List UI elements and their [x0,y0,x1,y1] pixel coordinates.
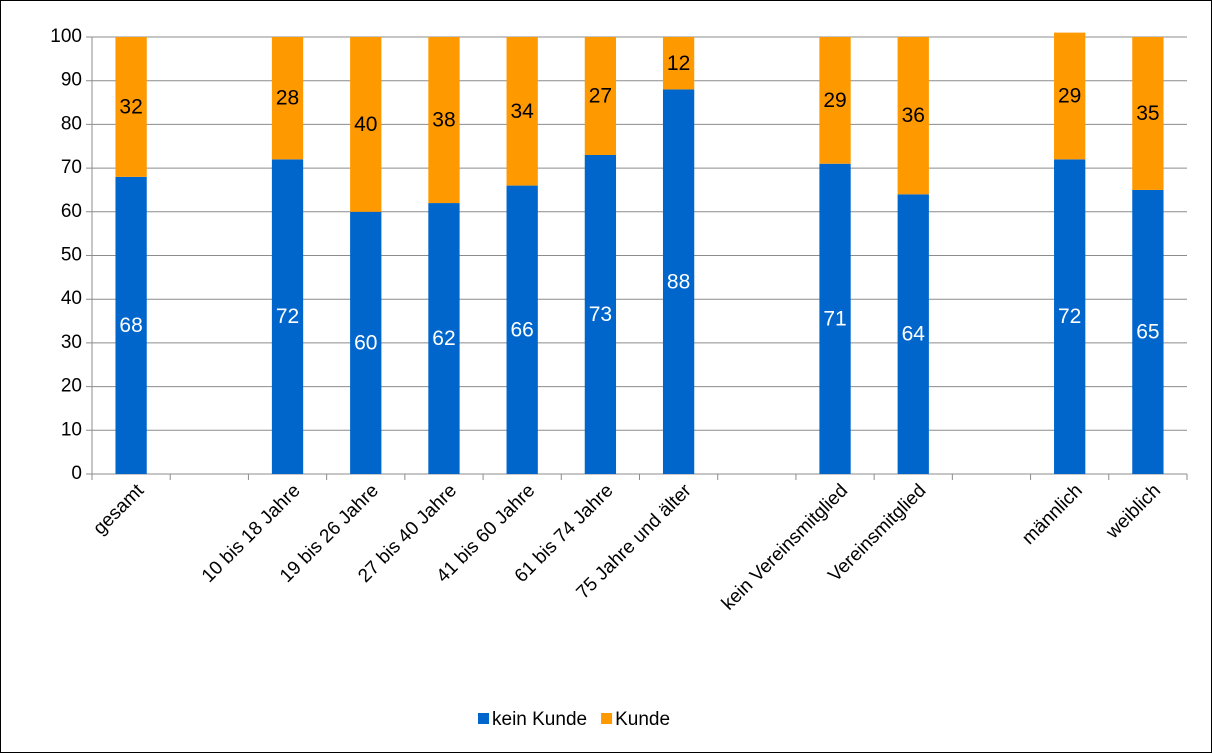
y-tick-label: 90 [61,70,82,91]
bar-segment [1054,159,1086,475]
bar-segment [662,37,695,90]
y-tick-label: 20 [61,376,82,397]
bar-segment [115,37,147,177]
bar-segment [584,154,617,475]
bar-segment [1054,32,1086,160]
bar-segment [897,37,929,195]
data-label: 29 [823,89,846,112]
bar-segment [584,37,617,155]
y-tick-label: 30 [61,332,82,353]
data-label: 34 [510,100,534,123]
legend-label: kein Kunde [492,709,587,730]
bar-segment [506,185,538,474]
y-tick-label: 50 [61,245,82,266]
data-label: 72 [276,305,299,328]
y-tick-label: 10 [61,419,82,440]
data-label: 68 [119,314,142,337]
bar-segment [506,37,538,186]
y-tick-label: 70 [61,157,82,178]
legend-swatch [478,713,489,724]
bar-segment [350,211,382,475]
data-label: 36 [902,104,925,127]
data-label: 29 [1058,85,1081,108]
data-label: 72 [1058,305,1081,328]
data-label: 71 [823,307,846,330]
bar-segment [819,163,851,475]
data-label: 28 [276,87,299,110]
bar-segment [428,37,460,204]
y-tick-label: 100 [50,26,82,47]
data-label: 64 [902,323,926,346]
y-tick-label: 40 [61,288,82,309]
y-tick-label: 80 [61,113,82,134]
bar-segment [428,203,460,474]
data-label: 65 [1136,321,1159,344]
bar-segment [350,37,382,212]
data-label: 27 [589,85,612,108]
bar-segment [819,37,851,164]
data-label: 66 [510,318,533,341]
data-label: 40 [354,113,377,136]
bar-segment [115,176,147,474]
data-label: 12 [667,52,690,75]
bar-segment [271,37,304,160]
legend-label: Kunde [615,709,670,730]
y-tick-label: 60 [61,201,82,222]
data-label: 60 [354,331,377,354]
data-label: 88 [667,270,690,293]
y-tick-label: 0 [71,463,82,484]
data-label: 73 [589,303,612,326]
bar-segment [1132,189,1164,474]
data-label: 32 [119,95,142,118]
bar-segment [1132,37,1164,190]
data-label: 62 [432,327,455,350]
bar-segment [897,194,929,474]
data-label: 35 [1136,102,1159,125]
bar-segment [271,159,304,475]
legend-swatch [601,713,613,724]
bar-segment [662,89,695,474]
data-label: 38 [432,109,455,132]
